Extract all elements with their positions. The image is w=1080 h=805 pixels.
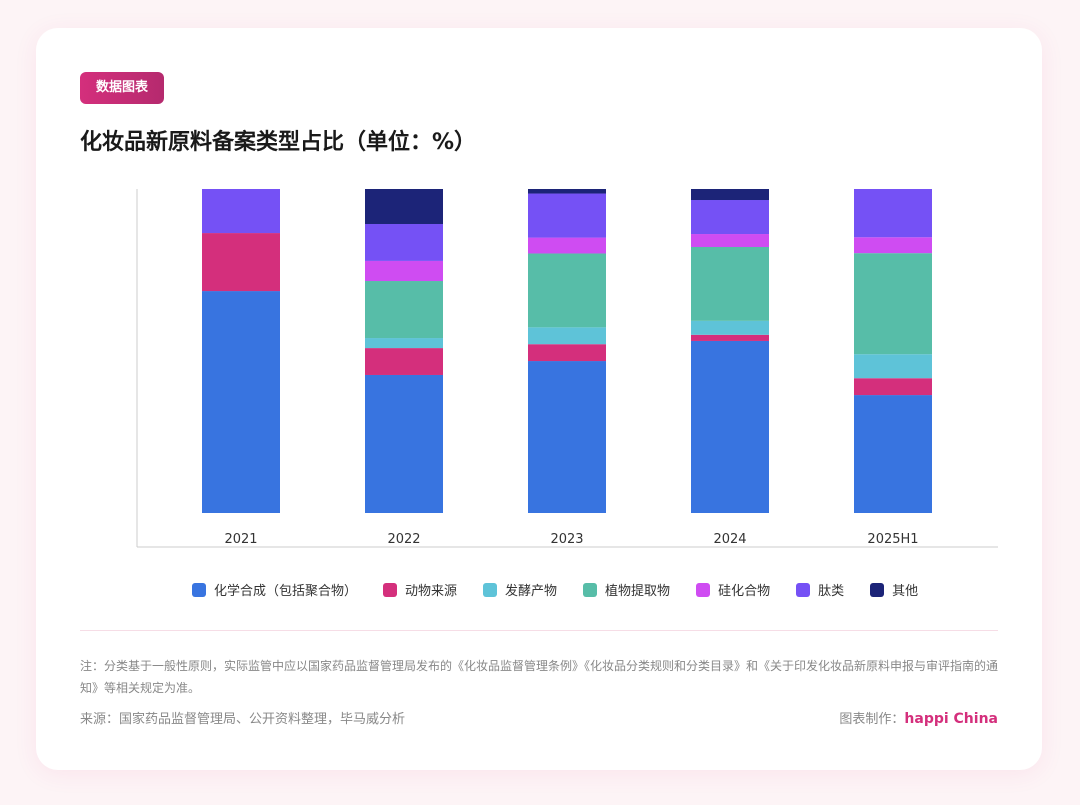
legend-label: 其他 (892, 584, 919, 599)
legend-swatch (583, 582, 598, 597)
legend-label: 发酵产物 (505, 584, 558, 599)
legend-label: 动物来源 (405, 584, 458, 599)
legend-label: 硅化合物 (718, 584, 771, 599)
legend-item: 硅化合物 (696, 580, 770, 599)
bar-segment-2025H1-1 (854, 378, 932, 396)
chart-title: 化妆品新原料备案类型占比（单位：%） (80, 130, 477, 155)
legend-label: 肽类 (818, 584, 845, 599)
legend-item: 肽类 (796, 580, 844, 599)
bar-segment-2024-3 (691, 246, 769, 321)
bar-segment-2025H1-0 (854, 395, 932, 513)
source-text: 来源：国家药品监督管理局、公开资料整理，毕马威分析 (80, 712, 406, 727)
legend-swatch (483, 582, 498, 597)
bar-segment-2023-2 (528, 327, 606, 345)
footnote: 注：分类基于一般性原则，实际监管中应以国家药品监督管理局发布的《化妆品监督管理条… (80, 659, 999, 695)
bar-segment-2022-4 (365, 260, 443, 282)
bar-segment-2024-0 (691, 340, 769, 513)
legend-swatch (383, 582, 398, 597)
bar-segment-2024-1 (691, 334, 769, 341)
bar-segment-2023-4 (528, 237, 606, 254)
bar-segment-2022-2 (365, 338, 443, 349)
credit-label: 图表制作： (839, 712, 905, 727)
bar-segment-2023-1 (528, 344, 606, 362)
bar-segment-2024-2 (691, 320, 769, 335)
legend-swatch (870, 582, 885, 597)
chart-credit: 图表制作：happi China (839, 708, 998, 727)
legend-item: 发酵产物 (483, 580, 557, 599)
data-chart-badge: 数据图表 (80, 72, 165, 104)
x-tick-label: 2024 (713, 532, 746, 547)
legend-swatch (192, 582, 206, 597)
legend-item: 化学合成（包括聚合物） (192, 580, 357, 599)
bar-segment-2024-6 (691, 189, 769, 201)
divider (80, 630, 998, 631)
legend-swatch (696, 582, 711, 597)
bar-segment-2024-5 (691, 200, 769, 235)
legend-item: 其他 (870, 580, 918, 599)
x-tick-label: 2025H1 (867, 532, 918, 547)
bar-segment-2022-1 (365, 348, 443, 375)
bar-segment-2023-5 (528, 193, 606, 238)
x-tick-label: 2021 (224, 532, 257, 547)
legend-swatch (796, 582, 811, 597)
bar-segment-2023-6 (528, 189, 606, 194)
legend: 化学合成（包括聚合物） 动物来源 发酵产物 植物提取物 硅化合物 肽类 其他 (192, 580, 918, 599)
bar-segment-2021-1 (202, 233, 280, 292)
bar-segment-2023-0 (528, 361, 606, 513)
bar-segment-2022-5 (365, 223, 443, 261)
bar-segment-2022-6 (365, 189, 443, 224)
credit-brand: happi China (904, 711, 998, 727)
bar-segment-2022-3 (365, 281, 443, 339)
legend-label: 化学合成（包括聚合物） (214, 584, 358, 599)
bar-segment-2025H1-3 (854, 253, 932, 355)
x-tick-label: 2023 (550, 532, 583, 547)
bars-group (202, 189, 932, 513)
x-labels-group: 2021 2022 2023 2024 2025H1 (224, 532, 918, 547)
bar-segment-2024-4 (691, 234, 769, 247)
bar-segment-2025H1-2 (854, 354, 932, 379)
legend-item: 植物提取物 (583, 580, 670, 599)
bar-segment-2025H1-4 (854, 237, 932, 254)
bar-segment-2023-3 (528, 253, 606, 328)
bar-segment-2025H1-5 (854, 189, 932, 238)
bar-segment-2022-0 (365, 374, 443, 513)
x-tick-label: 2022 (387, 532, 420, 547)
legend-item: 动物来源 (383, 580, 457, 599)
bar-segment-2021-5 (202, 189, 280, 234)
bar-segment-2021-0 (202, 291, 280, 513)
legend-label: 植物提取物 (605, 584, 671, 599)
